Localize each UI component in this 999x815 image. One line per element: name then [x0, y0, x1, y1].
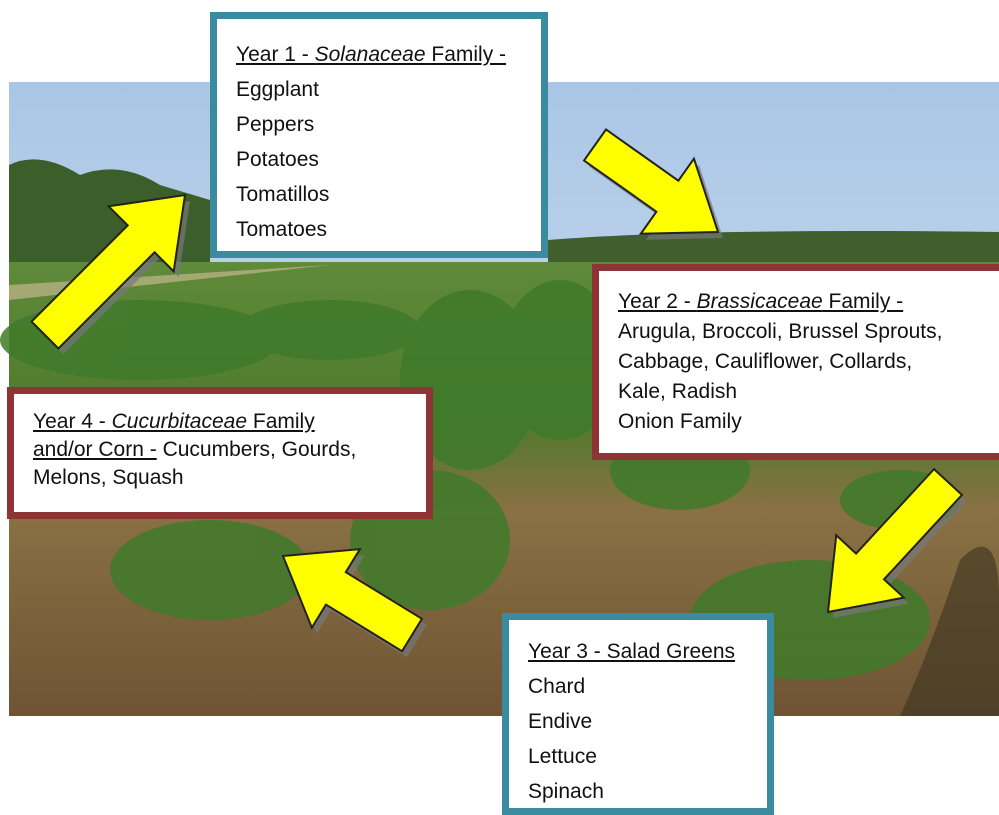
- box-line: Onion Family: [618, 407, 999, 437]
- box-line: Kale, Radish: [618, 377, 999, 407]
- year3-box: Year 3 - Salad Greens Chard Endive Lettuce S…: [502, 613, 774, 815]
- text-segment: Family -: [823, 290, 904, 313]
- text-segment: Cucumbers, Gourds,: [157, 438, 357, 461]
- text-segment: Year 2 -: [618, 290, 697, 313]
- text-segment: Brassicaceae: [697, 290, 823, 313]
- box-line: Spinach: [528, 774, 767, 809]
- text-segment: Kale, Radish: [618, 380, 737, 403]
- text-segment: Arugula, Broccoli, Brussel Sprouts,: [618, 320, 942, 343]
- box-line: Chard: [528, 669, 767, 704]
- text-segment: Solanaceae: [315, 43, 426, 66]
- text-segment: and/or Corn -: [33, 438, 157, 461]
- box-line: Melons, Squash: [33, 464, 426, 492]
- text-segment: Chard: [528, 675, 585, 698]
- text-segment: Year 3 - Salad Greens: [528, 640, 735, 663]
- box-line: and/or Corn - Cucumbers, Gourds,: [33, 436, 426, 464]
- year1-box: Year 1 - Solanaceae Family - Eggplant Pepp…: [210, 12, 548, 258]
- box-line: Potatoes: [236, 142, 541, 177]
- text-segment: Family: [247, 410, 315, 433]
- text-segment: Melons, Squash: [33, 466, 184, 489]
- box-title: Year 3 - Salad Greens: [528, 634, 767, 669]
- text-segment: Spinach: [528, 780, 604, 803]
- text-segment: Onion Family: [618, 410, 742, 433]
- text-segment: Family -: [426, 43, 507, 66]
- box-line: Tomatillos: [236, 177, 541, 212]
- text-segment: Cabbage, Cauliflower, Collards,: [618, 350, 912, 373]
- text-segment: Endive: [528, 710, 592, 733]
- box-line: Tomatoes: [236, 212, 541, 247]
- year2-box: Year 2 - Brassicaceae Family - Arugula, B…: [592, 264, 999, 460]
- text-segment: Eggplant: [236, 78, 319, 101]
- box-line: Eggplant: [236, 72, 541, 107]
- text-segment: Lettuce: [528, 745, 597, 768]
- text-segment: Tomatillos: [236, 183, 329, 206]
- box-line: Endive: [528, 704, 767, 739]
- box-title: Year 2 - Brassicaceae Family -: [618, 287, 999, 317]
- box-title: Year 4 - Cucurbitaceae Family: [33, 408, 426, 436]
- box-title: Year 1 - Solanaceae Family -: [236, 37, 541, 72]
- text-segment: Cucurbitaceae: [112, 410, 247, 433]
- page: {"boxes": [ {"lines": [ [{"text": "Year …: [0, 0, 999, 815]
- box-line: Peppers: [236, 107, 541, 142]
- text-segment: Tomatoes: [236, 218, 327, 241]
- box-line: Lettuce: [528, 739, 767, 774]
- box-line: Arugula, Broccoli, Brussel Sprouts,: [618, 317, 999, 347]
- text-segment: Potatoes: [236, 148, 319, 171]
- text-segment: Peppers: [236, 113, 314, 136]
- text-segment: Year 4 -: [33, 410, 112, 433]
- text-segment: Year 1 -: [236, 43, 315, 66]
- box-line: Cabbage, Cauliflower, Collards,: [618, 347, 999, 377]
